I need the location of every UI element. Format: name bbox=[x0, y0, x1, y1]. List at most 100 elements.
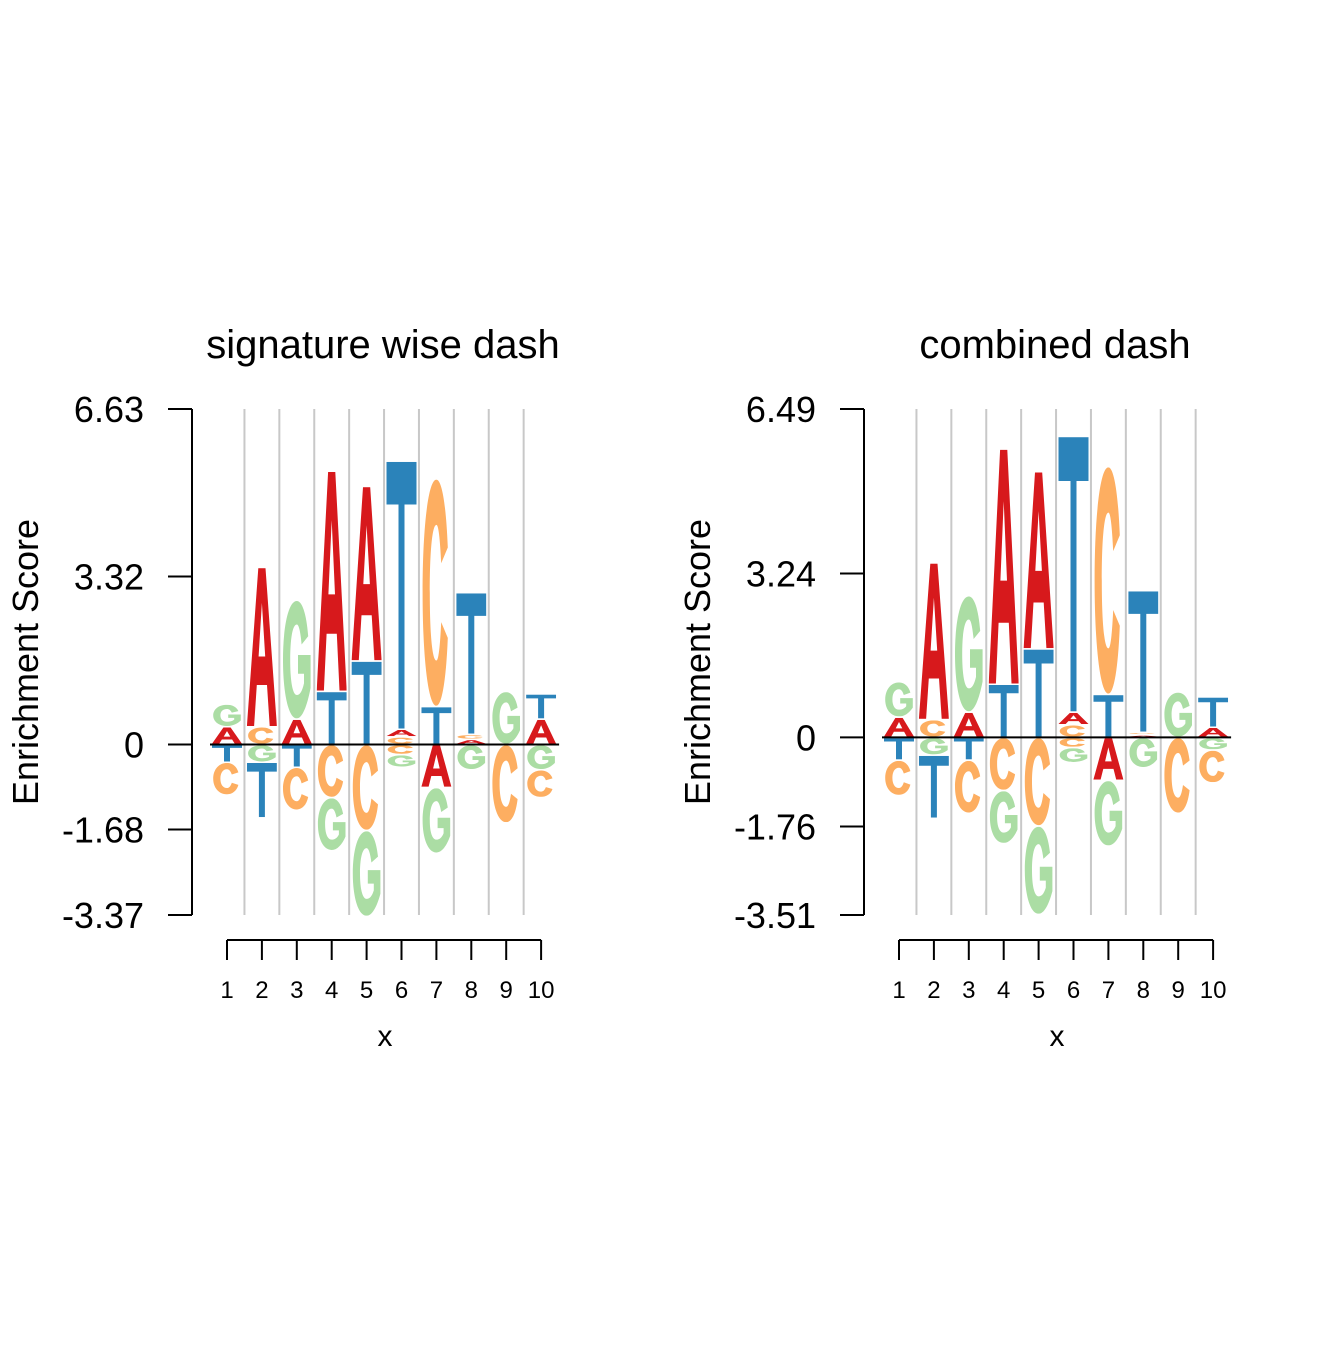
chart-title: signature wise dash bbox=[206, 323, 560, 367]
y-tick-label: -1.76 bbox=[734, 806, 816, 847]
x-tick-label: 1 bbox=[892, 977, 905, 1004]
letter-T-pos-5 bbox=[351, 661, 382, 744]
x-tick-label: 1 bbox=[220, 977, 233, 1004]
letter-G-neg-7 bbox=[1094, 781, 1123, 846]
letter-T-pos-10 bbox=[1198, 697, 1229, 727]
letter-G-neg-8 bbox=[457, 745, 486, 770]
letter-G-neg-10 bbox=[1199, 738, 1227, 750]
y-tick-label: -1.68 bbox=[62, 809, 144, 850]
x-tick-label: 10 bbox=[528, 977, 555, 1004]
letter-C-neg-6 bbox=[1059, 738, 1085, 747]
position-4-stack bbox=[316, 471, 347, 850]
letter-C-neg-4 bbox=[989, 738, 1016, 790]
letter-T-neg-2 bbox=[918, 755, 949, 818]
letter-G-neg-2 bbox=[248, 745, 276, 762]
position-6-stack bbox=[386, 461, 417, 767]
x-tick-label: 3 bbox=[290, 977, 303, 1004]
position-10-stack bbox=[1198, 697, 1229, 783]
position-8-stack bbox=[456, 593, 487, 770]
letter-A-pos-1 bbox=[884, 717, 914, 737]
letter-A-pos-1 bbox=[212, 727, 242, 744]
letter-T-neg-1 bbox=[884, 738, 914, 760]
letter-C-neg-5 bbox=[1024, 738, 1050, 826]
letter-A-neg-7 bbox=[421, 745, 452, 787]
letter-T-pos-6 bbox=[1058, 437, 1089, 712]
position-6-stack bbox=[1058, 437, 1089, 762]
y-axis-label: Enrichment Score bbox=[677, 519, 718, 805]
letter-A-pos-10 bbox=[526, 719, 557, 744]
letter-A-pos-2 bbox=[918, 563, 949, 719]
x-tick-label: 6 bbox=[1067, 977, 1080, 1004]
position-9-stack bbox=[1164, 692, 1192, 813]
x-tick-label: 8 bbox=[1137, 977, 1150, 1004]
position-3-stack bbox=[281, 601, 312, 810]
letter-G-pos-9 bbox=[1164, 692, 1192, 737]
letter-T-neg-3 bbox=[953, 738, 984, 760]
letter-G-pos-9 bbox=[492, 692, 520, 744]
position-8-stack bbox=[1128, 591, 1159, 768]
letter-G-pos-1 bbox=[885, 682, 913, 717]
x-tick-label: 3 bbox=[962, 977, 975, 1004]
letter-G-neg-2 bbox=[920, 738, 948, 755]
letter-C-neg-1 bbox=[885, 760, 911, 795]
panel-1: signature wise dash 6.63 3.32 0 -1.68 -3.37 En… bbox=[5, 323, 560, 1053]
letter-G-pos-3 bbox=[283, 601, 311, 719]
position-5-stack bbox=[351, 487, 382, 916]
x-tick-label: 2 bbox=[255, 977, 268, 1004]
position-1-stack bbox=[212, 704, 242, 795]
position-3-stack bbox=[953, 596, 984, 813]
letter-A-pos-6 bbox=[386, 730, 417, 737]
letter-A-pos-8 bbox=[456, 740, 487, 744]
letter-A-neg-7 bbox=[1093, 738, 1124, 780]
position-10-stack bbox=[526, 694, 557, 797]
x-tick-label: 4 bbox=[325, 977, 338, 1004]
letter-A-pos-3 bbox=[953, 712, 984, 737]
letter-T-pos-7 bbox=[1093, 695, 1124, 737]
letter-G-neg-8 bbox=[1129, 738, 1158, 768]
letter-A-pos-10 bbox=[1198, 728, 1229, 737]
letter-A-pos-2 bbox=[246, 568, 277, 727]
letter-C-pos-2 bbox=[248, 727, 274, 744]
position-7-stack bbox=[421, 479, 452, 853]
letter-T-pos-4 bbox=[316, 692, 347, 744]
x-tick-label: 2 bbox=[927, 977, 940, 1004]
position-9-stack bbox=[492, 692, 520, 823]
letter-T-neg-2 bbox=[246, 762, 277, 818]
x-tick-label: 4 bbox=[997, 977, 1010, 1004]
x-axis-label: x bbox=[1050, 1020, 1065, 1053]
x-tick-label: 7 bbox=[1102, 977, 1115, 1004]
panel-2: combined dash 6.49 3.24 0 -1.76 -3.51 Enrichme… bbox=[677, 323, 1232, 1053]
letter-G-neg-4 bbox=[989, 791, 1018, 843]
letter-C-pos-6 bbox=[387, 737, 413, 744]
letter-C-neg-1 bbox=[213, 762, 239, 795]
letter-A-pos-4 bbox=[316, 471, 347, 691]
letter-T-neg-1 bbox=[212, 745, 242, 762]
letter-G-neg-6 bbox=[387, 755, 416, 767]
letter-C-neg-6 bbox=[387, 745, 413, 754]
letter-G-neg-7 bbox=[422, 788, 451, 853]
letter-C-neg-10 bbox=[1199, 750, 1225, 783]
x-tick-label: 9 bbox=[1172, 977, 1185, 1004]
x-tick-label: 8 bbox=[465, 977, 478, 1004]
y-tick-label: -3.37 bbox=[62, 895, 144, 936]
letter-C-neg-3 bbox=[283, 767, 309, 810]
letter-A-pos-5 bbox=[351, 487, 382, 661]
letter-C-pos-7 bbox=[422, 479, 448, 706]
letter-G-neg-6 bbox=[1059, 748, 1088, 762]
y-tick-label: -3.51 bbox=[734, 895, 816, 936]
letter-C-pos-8 bbox=[457, 735, 483, 739]
y-tick-label: 0 bbox=[796, 717, 816, 758]
position-2-stack bbox=[918, 563, 949, 818]
letter-T-pos-7 bbox=[421, 707, 452, 744]
x-tick-label: 10 bbox=[1200, 977, 1227, 1004]
letter-T-pos-8 bbox=[456, 593, 487, 734]
y-axis-label: Enrichment Score bbox=[5, 519, 46, 805]
letter-T-pos-6 bbox=[386, 461, 417, 729]
letter-A-pos-5 bbox=[1023, 472, 1054, 649]
x-axis-label: x bbox=[378, 1020, 393, 1053]
letter-C-neg-3 bbox=[955, 760, 981, 813]
letter-C-pos-8 bbox=[1129, 733, 1155, 735]
y-tick-label: 3.24 bbox=[746, 553, 816, 594]
x-tick-label: 6 bbox=[395, 977, 408, 1004]
letter-A-pos-3 bbox=[281, 719, 312, 744]
